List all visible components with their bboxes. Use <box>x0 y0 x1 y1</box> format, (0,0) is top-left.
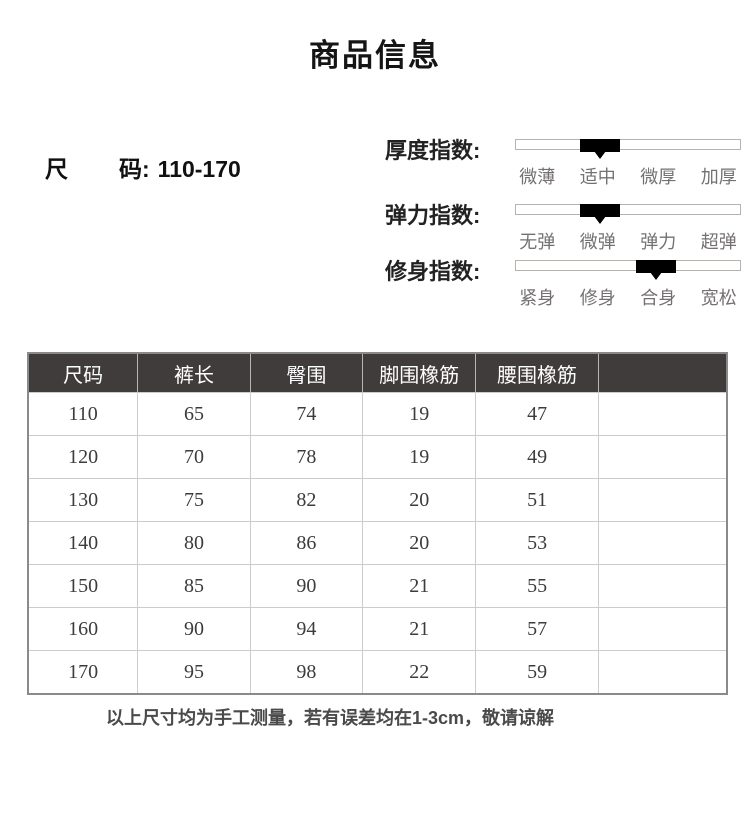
indicator-elasticity: 弹力指数: 无弹 微弹 弹力 超弹 <box>385 198 745 258</box>
size-table-cell: 170 <box>29 650 139 693</box>
size-table-cell: 90 <box>250 564 364 607</box>
indicator-label: 修身指数: <box>385 259 481 284</box>
size-table-cell: 110 <box>29 392 139 435</box>
indicator-tick-label: 修身 <box>579 288 616 308</box>
size-table-header-cell: 尺码 <box>29 354 139 392</box>
indicator-label: 弹力指数: <box>385 203 481 228</box>
indicator-ticks: 紧身 修身 合身 宽松 <box>507 284 749 310</box>
size-table-cell: 98 <box>250 650 364 693</box>
size-table-header-cell: 脚围橡筋 <box>363 354 477 392</box>
size-table-header-cell: 臀围 <box>250 354 364 392</box>
size-table-cell: 20 <box>363 478 477 521</box>
indicator-thickness: 厚度指数: 微薄 适中 微厚 加厚 <box>385 133 745 193</box>
indicator-tick-label: 微薄 <box>519 167 556 187</box>
size-table-cell: 65 <box>138 392 251 435</box>
size-table-cell: 95 <box>138 650 251 693</box>
indicator-track <box>515 260 741 280</box>
indicator-fill <box>580 204 620 217</box>
size-table-cell: 90 <box>138 607 251 650</box>
indicator-pointer-icon <box>594 151 606 159</box>
indicator-tick-label: 无弹 <box>519 232 556 252</box>
size-table-cell: 140 <box>29 521 139 564</box>
size-table-cell <box>598 435 726 478</box>
indicator-bar: 微薄 适中 微厚 加厚 <box>515 139 741 187</box>
size-table-cell: 19 <box>363 392 477 435</box>
indicator-track <box>515 139 741 159</box>
indicator-fill <box>580 139 620 152</box>
indicator-tick-label: 微弹 <box>579 232 616 252</box>
indicator-tick-label: 微厚 <box>640 167 677 187</box>
size-table-cell <box>598 650 726 693</box>
size-table: 尺码 裤长 臀围 脚围橡筋 腰围橡筋 110 65 74 19 47 120 70 78 19 49 130 7… <box>27 352 728 695</box>
size-table-cell: 21 <box>363 607 477 650</box>
indicator-ticks: 微薄 适中 微厚 加厚 <box>507 163 749 189</box>
indicator-tick-label: 紧身 <box>519 288 556 308</box>
indicator-ticks: 无弹 微弹 弹力 超弹 <box>507 228 749 254</box>
size-table-cell <box>598 392 726 435</box>
indicator-tick-label: 适中 <box>579 167 616 187</box>
size-table-cell <box>598 564 726 607</box>
size-table-cell <box>598 607 726 650</box>
size-table-cell: 22 <box>363 650 477 693</box>
measurement-disclaimer: 以上尺寸均为手工测量，若有误差均在1-3cm，敬请谅解 <box>105 708 555 728</box>
size-label-first: 尺 <box>45 156 68 182</box>
size-value: 110-170 <box>157 156 241 182</box>
size-table-cell: 78 <box>250 435 364 478</box>
size-table-cell: 160 <box>29 607 139 650</box>
size-table-cell: 57 <box>476 607 599 650</box>
size-table-cell: 49 <box>476 435 599 478</box>
indicator-tick-label: 超弹 <box>700 232 737 252</box>
size-table-cell: 19 <box>363 435 477 478</box>
size-table-cell: 80 <box>138 521 251 564</box>
size-table-header-cell <box>598 354 726 392</box>
size-table-cell: 20 <box>363 521 477 564</box>
size-table-header-cell: 腰围橡筋 <box>476 354 599 392</box>
indicator-pointer-icon <box>594 216 606 224</box>
size-table-cell: 59 <box>476 650 599 693</box>
size-table-cell: 85 <box>138 564 251 607</box>
indicator-fill <box>636 260 676 273</box>
indicator-fit: 修身指数: 紧身 修身 合身 宽松 <box>385 254 745 314</box>
indicator-track <box>515 204 741 224</box>
size-table-cell <box>598 478 726 521</box>
size-table-cell: 82 <box>250 478 364 521</box>
size-table-cell <box>598 521 726 564</box>
indicator-tick-label: 合身 <box>640 288 677 308</box>
size-label-rest: 码: <box>119 156 150 182</box>
page-title: 商品信息 <box>309 38 441 73</box>
indicator-tick-label: 加厚 <box>700 167 737 187</box>
size-table-cell: 120 <box>29 435 139 478</box>
size-table-cell: 47 <box>476 392 599 435</box>
size-table-cell: 53 <box>476 521 599 564</box>
indicator-label: 厚度指数: <box>385 138 481 163</box>
size-table-cell: 130 <box>29 478 139 521</box>
size-table-cell: 74 <box>250 392 364 435</box>
size-table-cell: 150 <box>29 564 139 607</box>
indicator-bar: 无弹 微弹 弹力 超弹 <box>515 204 741 252</box>
size-table-cell: 86 <box>250 521 364 564</box>
size-table-cell: 70 <box>138 435 251 478</box>
indicator-bar: 紧身 修身 合身 宽松 <box>515 260 741 308</box>
indicator-pointer-icon <box>650 272 662 280</box>
size-table-cell: 94 <box>250 607 364 650</box>
size-table-header-cell: 裤长 <box>138 354 251 392</box>
size-range: 尺 码: 110-170 <box>45 150 241 184</box>
size-table-cell: 75 <box>138 478 251 521</box>
size-table-cell: 21 <box>363 564 477 607</box>
size-table-cell: 55 <box>476 564 599 607</box>
indicator-tick-label: 宽松 <box>700 288 737 308</box>
size-table-cell: 51 <box>476 478 599 521</box>
indicator-tick-label: 弹力 <box>640 232 677 252</box>
